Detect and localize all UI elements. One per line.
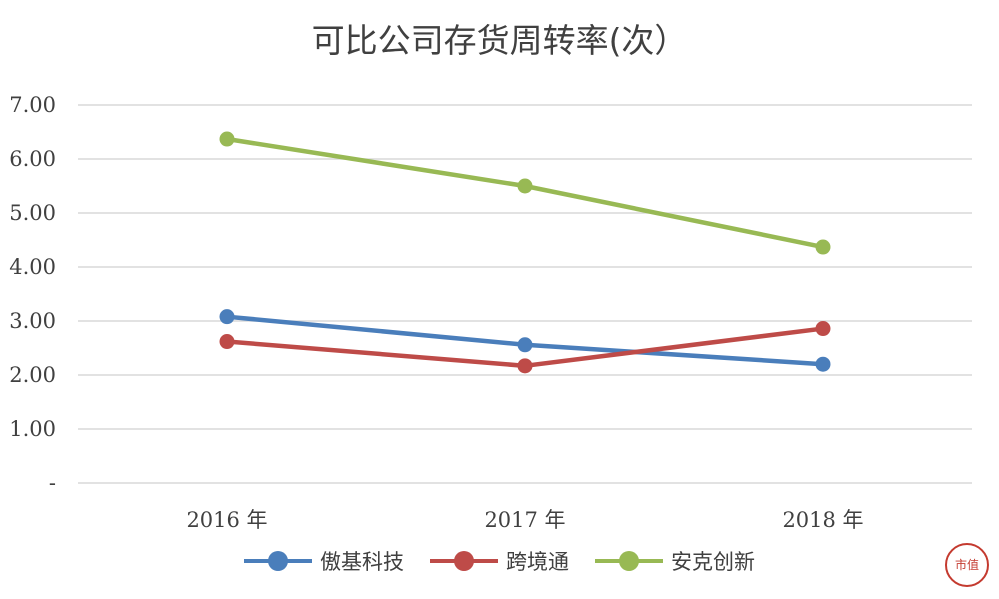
y-tick-label: 3.00 xyxy=(9,309,56,333)
data-point xyxy=(219,131,235,147)
x-tick-label: 2017 年 xyxy=(484,508,565,532)
x-tick-label: 2016 年 xyxy=(186,508,267,532)
y-tick-label: 7.00 xyxy=(9,93,56,117)
y-tick-label: 5.00 xyxy=(9,201,56,225)
data-point xyxy=(219,334,235,350)
legend: 傲基科技 跨境通 安克创新 xyxy=(0,546,999,576)
y-tick-label: - xyxy=(49,471,56,495)
legend-label: 跨境通 xyxy=(506,550,569,574)
legend-item: 跨境通 xyxy=(430,546,569,576)
watermark-logo-icon: 市值 xyxy=(945,543,989,587)
y-tick-label: 4.00 xyxy=(9,255,56,279)
legend-marker-icon xyxy=(595,551,663,571)
legend-item: 安克创新 xyxy=(595,546,755,576)
data-point xyxy=(815,239,831,255)
chart-title: 可比公司存货周转率(次） xyxy=(311,21,688,60)
y-tick-label: 2.00 xyxy=(9,363,56,387)
legend-label: 安克创新 xyxy=(671,550,755,574)
data-point xyxy=(815,356,831,372)
data-point xyxy=(517,358,533,374)
legend-marker-icon xyxy=(244,551,312,571)
watermark-badge-text: 市值 xyxy=(954,557,979,572)
legend-label: 傲基科技 xyxy=(320,550,404,574)
data-point xyxy=(219,309,235,325)
data-point xyxy=(815,321,831,337)
y-tick-label: 1.00 xyxy=(9,417,56,441)
legend-marker-icon xyxy=(430,551,498,571)
x-tick-label: 2018 年 xyxy=(782,508,863,532)
data-point xyxy=(517,178,533,194)
data-point xyxy=(517,337,533,353)
legend-item: 傲基科技 xyxy=(244,546,404,576)
y-tick-label: 6.00 xyxy=(9,147,56,171)
